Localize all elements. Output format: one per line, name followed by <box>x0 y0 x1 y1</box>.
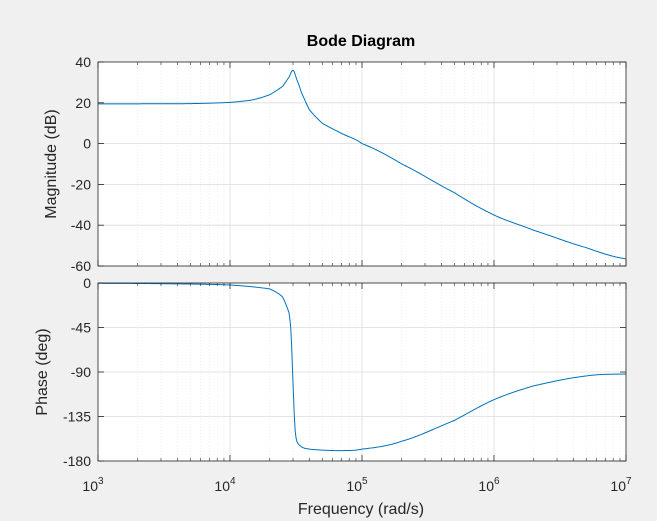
phase-ytick-label: -135 <box>63 409 91 425</box>
magnitude-ytick-label: 20 <box>75 95 91 111</box>
chart-title: Bode Diagram <box>307 33 415 50</box>
frequency-tick-label: 104 <box>214 476 236 494</box>
magnitude-curve-group <box>98 69 627 260</box>
magnitude-ytick-label: -40 <box>71 217 91 233</box>
phase-ytick-label: 0 <box>83 275 91 291</box>
frequency-xlabel: Frequency (rad/s) <box>298 501 424 518</box>
magnitude-ytick-label: 0 <box>83 136 91 152</box>
phase-ylabel: Phase (deg) <box>34 328 51 415</box>
phase-ticks: 0 -45 -90 -135 -180 <box>63 275 627 469</box>
magnitude-plot: 40 20 0 -20 -40 -60 Magnitude (dB) <box>43 54 627 274</box>
frequency-tick-labels: 103 104 105 106 107 <box>82 476 632 494</box>
phase-ytick-label: -45 <box>71 320 91 336</box>
magnitude-ytick-label: -20 <box>71 176 91 192</box>
phase-plot: 0 -45 -90 -135 -180 Phase (deg) <box>34 275 627 469</box>
frequency-tick-label: 106 <box>478 476 500 494</box>
phase-curve-group <box>98 282 627 452</box>
phase-ytick-label: -90 <box>71 364 91 380</box>
frequency-tick-label: 103 <box>82 476 104 494</box>
magnitude-ytick-label: -60 <box>71 258 91 274</box>
phase-curve <box>98 282 627 452</box>
magnitude-ytick-label: 40 <box>75 54 91 70</box>
phase-ytick-label: -180 <box>63 453 91 469</box>
magnitude-curve <box>98 69 627 260</box>
magnitude-ylabel: Magnitude (dB) <box>43 109 60 218</box>
magnitude-ticks: 40 20 0 -20 -40 -60 <box>71 54 627 274</box>
frequency-tick-label: 105 <box>346 476 368 494</box>
frequency-tick-label: 107 <box>610 476 632 494</box>
